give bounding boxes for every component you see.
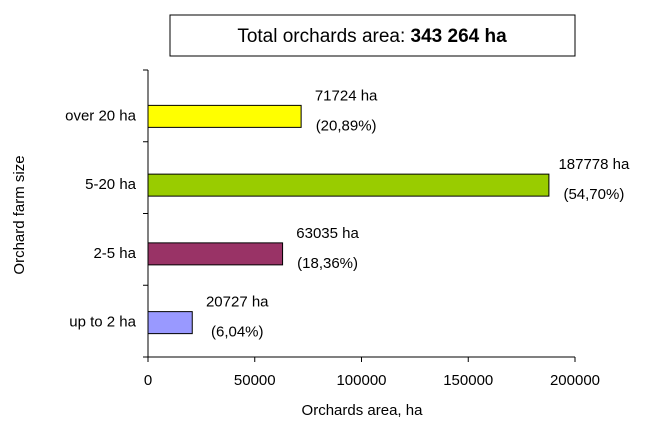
title-value: 343 264 ha	[411, 26, 508, 47]
y-axis-label: Orchard farm size	[11, 155, 28, 274]
y-tick-label: 5-20 ha	[85, 176, 137, 193]
value-label: 187778 ha	[558, 156, 630, 173]
bar	[147, 173, 550, 197]
share-label: (54,70%)	[563, 186, 624, 203]
x-tick-label: 50000	[234, 372, 276, 389]
y-tick-label: up to 2 ha	[69, 314, 136, 331]
bar	[147, 311, 193, 335]
x-tick-label: 100000	[336, 372, 386, 389]
x-tick-label: 150000	[443, 372, 493, 389]
y-tick-label: over 20 ha	[65, 107, 137, 124]
value-label: 71724 ha	[315, 87, 378, 104]
value-label: 63035 ha	[296, 225, 359, 242]
x-tick-label: 0	[144, 372, 152, 389]
share-label: (20,89%)	[316, 117, 377, 134]
x-axis-label: Orchards area, ha	[302, 402, 424, 419]
x-tick-label: 200000	[550, 372, 600, 389]
bar	[147, 104, 302, 128]
chart-title: Total orchards area: 343 264 ha	[237, 26, 507, 47]
value-label: 20727 ha	[206, 294, 269, 311]
title-text: Total orchards area:	[237, 26, 405, 47]
y-tick-label: 2-5 ha	[93, 245, 136, 262]
share-label: (18,36%)	[297, 255, 358, 272]
title-box	[169, 14, 576, 57]
share-label: (6,04%)	[211, 324, 264, 341]
bar	[147, 242, 284, 266]
